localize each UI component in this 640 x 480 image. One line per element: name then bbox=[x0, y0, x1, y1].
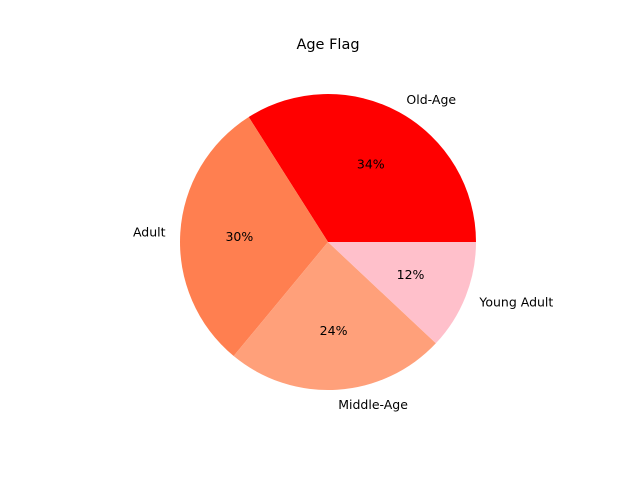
pie-slice-young-adult bbox=[328, 242, 476, 344]
pie-slice-adult bbox=[179, 117, 328, 357]
slice-label-old-age: Old-Age bbox=[406, 92, 456, 107]
slice-label-young-adult: Young Adult bbox=[478, 294, 553, 309]
chart-title: Age Flag bbox=[296, 37, 359, 53]
slice-label-adult: Adult bbox=[133, 224, 166, 239]
percent-label-middle-age: 24% bbox=[320, 323, 348, 338]
pie-slices bbox=[179, 94, 476, 391]
percent-label-old-age: 34% bbox=[357, 157, 385, 172]
pie-labels: Old-Age 34% Adult 30% Middle-Age 24% Young Adu… bbox=[133, 92, 553, 412]
percent-label-adult: 30% bbox=[225, 229, 253, 244]
percent-label-young-adult: 12% bbox=[397, 267, 425, 282]
pie-slice-old-age bbox=[248, 94, 476, 242]
slice-label-middle-age: Middle-Age bbox=[338, 397, 408, 412]
pie-slice-middle-age bbox=[233, 242, 436, 391]
